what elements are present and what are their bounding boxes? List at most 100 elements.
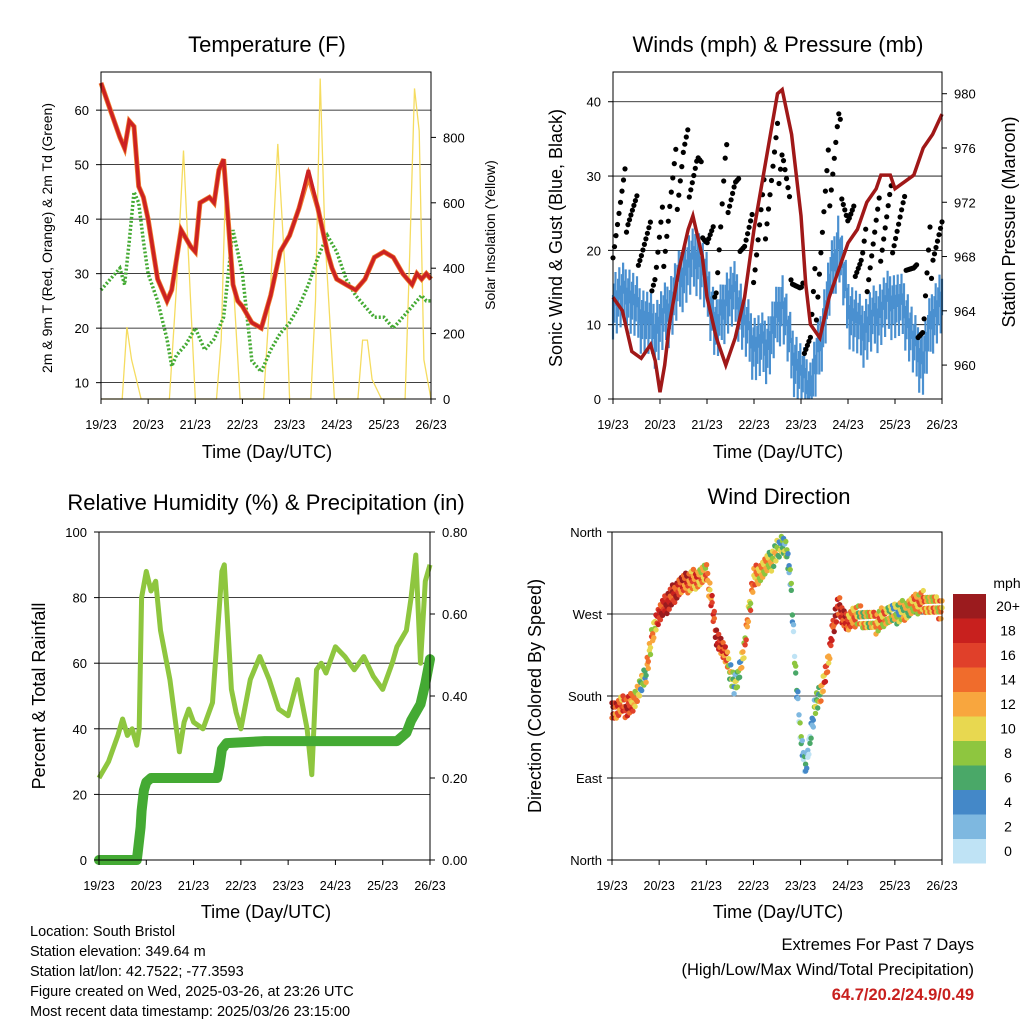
gust-point [616, 210, 622, 216]
colorbar-swatch [953, 716, 986, 741]
figure-created: Figure created on Wed, 2025-03-26, at 23… [30, 984, 354, 1000]
gust-point [628, 212, 634, 218]
x-tick-label: 19/23 [85, 418, 116, 432]
direction-point [789, 612, 796, 618]
gust-point [896, 221, 902, 227]
gust-point [785, 185, 791, 191]
direction-point [837, 595, 843, 601]
x-tick-label: 19/23 [596, 879, 627, 893]
y-right-tick-label: 600 [443, 196, 465, 211]
station-latlon: Station lat/lon: 42.7522; -77.3593 [30, 964, 244, 980]
colorbar-label: 18 [1000, 623, 1016, 639]
gust-point [637, 257, 643, 264]
winds-ylabel-right: Station Pressure (Maroon) [999, 116, 1019, 327]
gust-point [728, 197, 734, 203]
gust-point [617, 199, 624, 205]
direction-point [815, 705, 821, 711]
direction-point [824, 669, 831, 675]
direction-point [822, 678, 829, 685]
gust-point [780, 158, 787, 164]
gust-point [712, 294, 718, 300]
gust-point [855, 265, 861, 271]
temperature-frame [100, 71, 432, 400]
colorbar-swatch [953, 741, 986, 766]
direction-tick-label: North [570, 853, 602, 868]
colorbar-swatch [953, 839, 986, 864]
gust-point [679, 164, 685, 170]
gust-point [674, 206, 680, 212]
gust-point [668, 189, 674, 195]
gust-point [936, 232, 942, 238]
x-tick-label: 23/23 [785, 879, 816, 893]
direction-point [828, 642, 834, 649]
gust-point [884, 214, 890, 220]
gust-point [613, 233, 619, 239]
gust-point [813, 317, 820, 323]
y-tick-label: 50 [75, 158, 89, 173]
x-tick-label: 25/23 [367, 879, 398, 893]
direction-point [799, 737, 805, 744]
x-tick-label: 23/23 [274, 418, 305, 432]
direction-xlabel: Time (Day/UTC) [713, 902, 843, 922]
gust-point [776, 180, 782, 187]
gust-point [818, 250, 824, 256]
gust-point [758, 207, 764, 213]
gust-point [876, 195, 882, 201]
direction-point [797, 720, 803, 726]
gust-point [779, 152, 785, 158]
colorbar-swatch [953, 692, 986, 717]
x-tick-label: 20/23 [644, 418, 675, 432]
gust-point [748, 218, 754, 224]
direction-point [827, 655, 833, 662]
x-tick-label: 20/23 [644, 879, 675, 893]
gust-point [819, 229, 826, 235]
gust-point [848, 211, 854, 217]
gust-point [709, 228, 715, 234]
direction-point [739, 664, 745, 671]
gust-point [638, 253, 645, 259]
gust-point [831, 155, 837, 161]
winds-xlabel: Time (Day/UTC) [713, 442, 843, 462]
colorbar-label: 10 [1000, 721, 1016, 737]
direction-point [630, 708, 636, 714]
direction-point [657, 617, 664, 623]
gust-point [840, 201, 846, 208]
gust-point [803, 346, 809, 352]
direction-point [711, 615, 717, 622]
direction-tick-label: North [570, 525, 602, 540]
gust-point [626, 217, 633, 223]
gust-point [689, 180, 695, 186]
x-tick-label: 19/23 [83, 879, 114, 893]
x-tick-label: 26/23 [926, 879, 957, 893]
gust-point [854, 269, 860, 275]
gust-point [866, 277, 872, 283]
gust-point [704, 240, 710, 246]
gust-point [882, 225, 888, 231]
direction-panel: Wind Direction North East South West North 19… [525, 484, 1021, 922]
humidity-panel: Relative Humidity (%) & Precipitation (i… [29, 490, 467, 922]
direction-point [728, 662, 734, 668]
direction-point [829, 637, 835, 644]
gust-point [890, 250, 896, 256]
x-tick-label: 24/23 [832, 418, 863, 432]
direction-point [857, 603, 864, 609]
gust-point [707, 232, 713, 238]
gust-point [782, 167, 788, 173]
gust-point [798, 284, 805, 290]
colorbar-label: 14 [1000, 672, 1016, 688]
x-tick-label: 21/23 [691, 879, 722, 893]
colorbar-swatch [953, 765, 986, 790]
y-right-tick-label: 968 [954, 250, 976, 265]
gust-point [931, 251, 938, 257]
direction-point [666, 606, 672, 612]
winds-ticks: 0 10 20 30 40 960 964 968 972 976 980 19/23 20/23 21/… [587, 87, 976, 432]
station-info: Location: South Bristol Station elevatio… [30, 922, 354, 1022]
gust-point [875, 206, 881, 212]
gust-point [878, 258, 884, 264]
gust-point [857, 261, 863, 267]
humidity-marks [94, 552, 435, 865]
colorbar-swatch [953, 618, 986, 643]
direction-point [788, 580, 794, 587]
gust-point [828, 187, 834, 193]
winds-frame [612, 71, 943, 400]
